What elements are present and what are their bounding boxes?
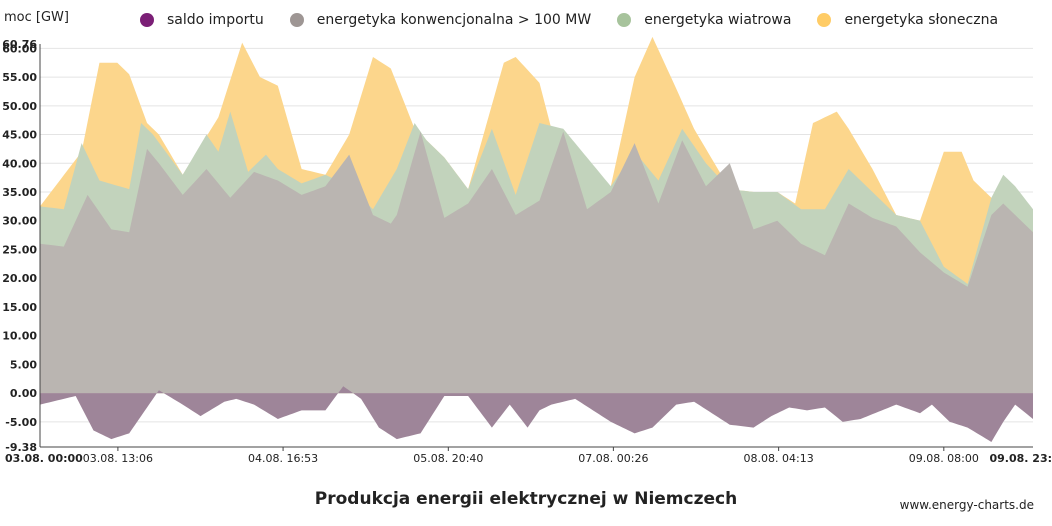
- legend-item-wiatrowa[interactable]: energetyka wiatrowa: [617, 12, 791, 28]
- chart-title: Produkcja energii elektrycznej w Niemcze…: [314, 489, 738, 509]
- y-tick-label: -5.00: [5, 416, 37, 429]
- y-tick-label: -9.38: [5, 441, 37, 454]
- y-tick-label: 40.00: [2, 157, 37, 170]
- y-tick-label: 45.00: [2, 129, 37, 142]
- legend-item-sloneczna[interactable]: energetyka słoneczna: [817, 12, 998, 28]
- y-tick-label: 25.00: [2, 243, 37, 256]
- y-tick-label: 60.00: [2, 42, 37, 55]
- area-layers: [40, 36, 1033, 442]
- legend: saldo importu energetyka konwencjonalna …: [140, 12, 1024, 28]
- x-tick-label: 07.08. 00:26: [578, 452, 648, 465]
- x-tick-label: 04.08. 16:53: [248, 452, 318, 465]
- x-tick-label: 09.08. 23:: [989, 452, 1052, 465]
- legend-item-saldo[interactable]: saldo importu: [140, 12, 264, 28]
- legend-label-konwencjonalna: energetyka konwencjonalna > 100 MW: [316, 12, 592, 28]
- legend-item-konwencjonalna[interactable]: energetyka konwencjonalna > 100 MW: [289, 12, 592, 28]
- credit-link[interactable]: www.energy-charts.de: [899, 498, 1034, 512]
- axes: [39, 44, 1033, 448]
- y-axis-label: moc [GW]: [4, 10, 69, 25]
- y-tick-label: 60.76: [2, 38, 37, 51]
- y-tick-label: 55.00: [2, 71, 37, 84]
- y-tick-label: 50.00: [2, 100, 37, 113]
- legend-label-saldo: saldo importu: [167, 12, 264, 28]
- legend-dot-sloneczna: [817, 13, 832, 27]
- y-tick-label: 35.00: [2, 186, 37, 199]
- y-tick-label: 10.00: [2, 330, 37, 343]
- y-tick-label: 0.00: [10, 387, 37, 400]
- area-saldo-importu: [40, 386, 1033, 442]
- x-tick-label: 09.08. 08:00: [909, 452, 979, 465]
- y-tick-label: 20.00: [2, 272, 37, 285]
- y-tick-label: 5.00: [10, 358, 37, 371]
- x-tick-labels: 03.08. 00:00 03.08. 13:06 04.08. 16:53 05.0…: [5, 447, 1052, 465]
- legend-dot-konwencjonalna: [289, 13, 304, 27]
- legend-label-sloneczna: energetyka słoneczna: [844, 12, 999, 28]
- x-tick-label: 05.08. 20:40: [413, 452, 483, 465]
- x-tick-label: 08.08. 04:13: [744, 452, 814, 465]
- area-konwencjonalna: [40, 131, 1033, 394]
- y-tick-label: 30.00: [2, 215, 37, 228]
- legend-dot-wiatrowa: [617, 13, 632, 27]
- x-tick-label: 03.08. 00:00: [5, 452, 83, 465]
- legend-dot-saldo: [140, 13, 154, 27]
- legend-label-wiatrowa: energetyka wiatrowa: [644, 12, 792, 28]
- x-tick-label: 03.08. 13:06: [83, 452, 153, 465]
- y-tick-label: 15.00: [2, 301, 37, 314]
